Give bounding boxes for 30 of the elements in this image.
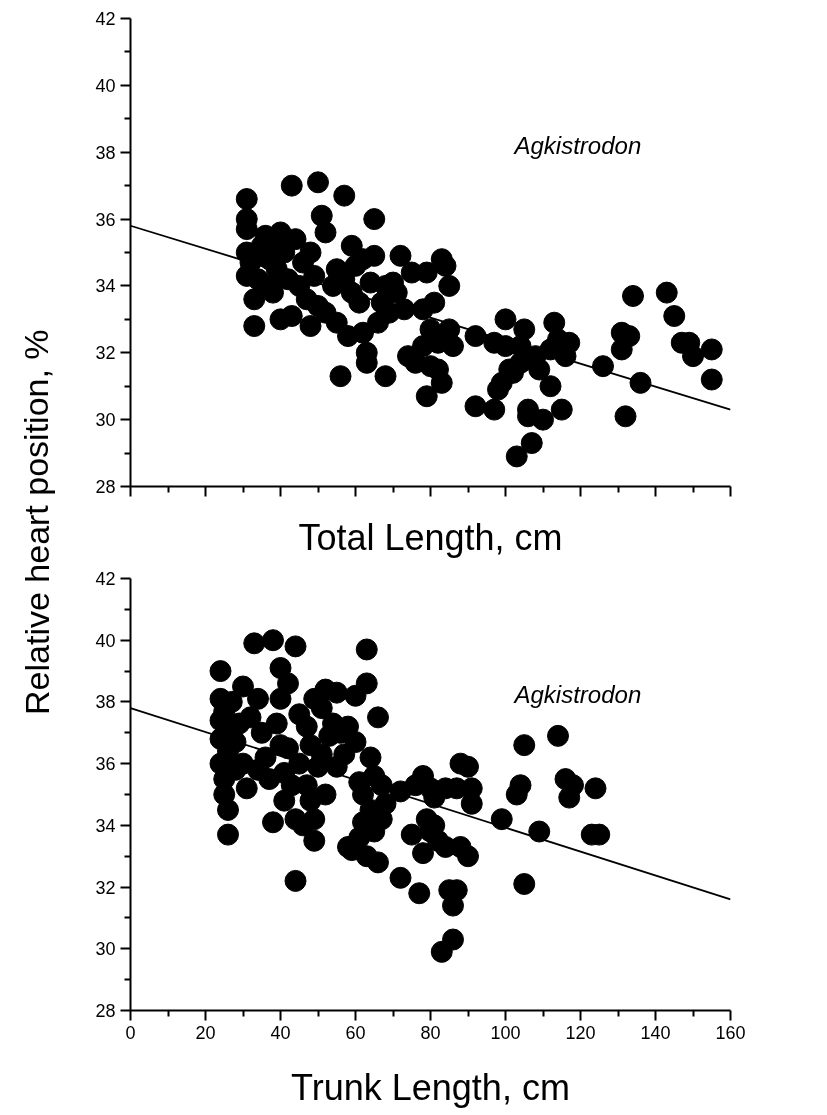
x-tick-label: 160 <box>715 1022 746 1043</box>
y-tick-label: 32 <box>95 877 116 898</box>
y-tick-label: 36 <box>95 209 116 230</box>
y-tick-label: 34 <box>95 815 116 836</box>
annotation: Agkistrodon <box>512 681 642 709</box>
y-tick-label: 40 <box>95 75 116 96</box>
y-tick-label: 28 <box>95 1001 116 1021</box>
x-tick-label: 120 <box>565 1022 596 1043</box>
x-tick-label: 60 <box>345 1022 366 1043</box>
x-tick-label: 140 <box>640 1022 671 1043</box>
x-tick-label: 100 <box>490 1022 521 1043</box>
y-tick-label: 42 <box>95 569 116 589</box>
annotation: Agkistrodon <box>512 131 642 159</box>
y-tick-label: 30 <box>95 410 116 431</box>
y-tick-label: 32 <box>95 343 116 364</box>
y-tick-label: 40 <box>95 630 116 651</box>
y-tick-label: 36 <box>95 754 116 775</box>
x-tick-label: 80 <box>420 1022 441 1043</box>
y-tick-label: 30 <box>95 939 116 960</box>
x-tick-label: 0 <box>125 1022 136 1043</box>
x-axis-title: Trunk Length, cm <box>291 1066 570 1108</box>
x-tick-label: 20 <box>195 1022 216 1043</box>
x-tick-label: 40 <box>270 1022 291 1043</box>
y-axis-title: Relative heart position, % <box>17 329 56 715</box>
y-tick-label: 28 <box>95 477 116 497</box>
y-tick-label: 38 <box>95 142 116 163</box>
y-tick-label: 34 <box>95 276 116 297</box>
y-tick-label: 42 <box>95 9 116 29</box>
y-tick-label: 38 <box>95 692 116 713</box>
x-axis-title: Total Length, cm <box>298 516 563 558</box>
